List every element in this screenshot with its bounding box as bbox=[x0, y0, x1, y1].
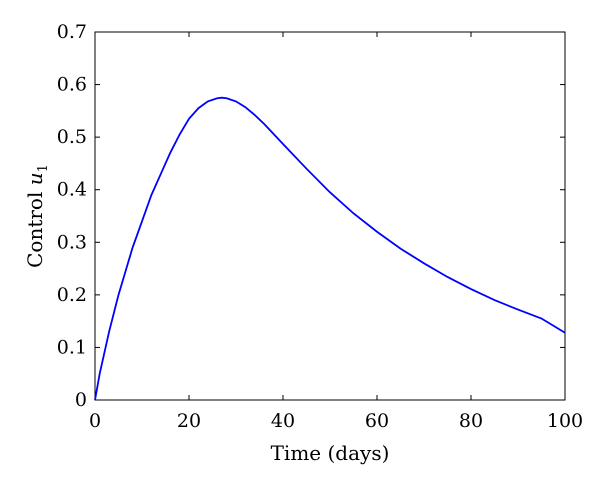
y-axis-label-subscript: 1 bbox=[36, 164, 51, 172]
control-u1-curve bbox=[94, 96, 566, 401]
y-tick-label: 0 bbox=[75, 389, 87, 411]
x-axis-label: Time (days) bbox=[271, 441, 390, 465]
y-tick-label: 0.3 bbox=[57, 231, 87, 253]
x-tick-label: 0 bbox=[89, 410, 101, 432]
y-tick-label: 0.6 bbox=[57, 74, 87, 96]
y-tick-label: 0.1 bbox=[57, 336, 87, 358]
plot-area bbox=[94, 31, 566, 401]
y-axis-ticks: 0 0.1 0.2 0.3 0.4 0.5 0.6 0.7 bbox=[57, 21, 565, 411]
x-tick-label: 40 bbox=[271, 410, 295, 432]
y-axis-label-variable: u bbox=[23, 172, 47, 185]
x-tick-label: 80 bbox=[459, 410, 483, 432]
y-tick-label: 0.5 bbox=[57, 126, 87, 148]
y-axis-label-text: Control bbox=[23, 185, 47, 268]
y-tick-label: 0.7 bbox=[57, 21, 87, 43]
x-axis-ticks: 0 20 40 60 80 100 bbox=[89, 32, 583, 432]
y-tick-label: 0.4 bbox=[57, 179, 87, 201]
x-tick-label: 100 bbox=[547, 410, 583, 432]
y-axis-label: Control u1 bbox=[23, 164, 51, 268]
x-tick-label: 60 bbox=[365, 410, 389, 432]
x-tick-label: 20 bbox=[177, 410, 201, 432]
y-tick-label: 0.2 bbox=[57, 284, 87, 306]
